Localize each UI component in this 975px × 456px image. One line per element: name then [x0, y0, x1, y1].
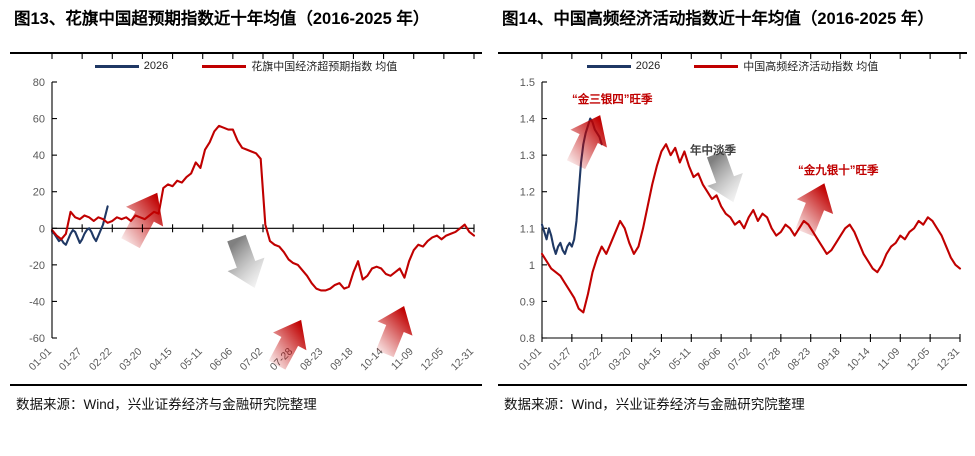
svg-text:07-02: 07-02 [238, 346, 266, 374]
svg-text:05-11: 05-11 [178, 346, 205, 373]
figure-14-plot: 1.5 1.4 1.3 1.2 1.1 1 0.9 0.801-01 01-27 02-22 03-… [517, 54, 963, 374]
figure-13-source: 数据来源：Wind，兴业证券经济与金融研究院整理 [16, 397, 317, 412]
annotation-spring-peak: “金三银四”旺季 [572, 94, 653, 106]
svg-text:12-31: 12-31 [449, 346, 477, 374]
svg-text:1.5: 1.5 [520, 77, 535, 89]
svg-text:04-15: 04-15 [636, 346, 664, 374]
svg-text:20: 20 [33, 187, 45, 199]
legend-swatch-navy [94, 64, 139, 68]
figure-14-title: 图14、中国高频经济活动指数近十年均值（2016-2025 年） [502, 10, 934, 28]
annotation-midyear-slow: 年中淡季 [690, 145, 736, 157]
svg-text:80: 80 [33, 77, 45, 89]
svg-text:08-23: 08-23 [298, 346, 326, 374]
svg-text:-60: -60 [29, 333, 45, 345]
svg-text:08-23: 08-23 [785, 346, 813, 374]
svg-text:06-06: 06-06 [696, 346, 724, 374]
svg-text:01-01: 01-01 [517, 346, 545, 374]
svg-text:0.8: 0.8 [520, 333, 535, 345]
legend-item-2026: 2026 [586, 60, 661, 72]
legend-swatch-navy [586, 64, 631, 68]
svg-text:1.3: 1.3 [520, 150, 535, 162]
svg-text:12-05: 12-05 [905, 346, 933, 374]
svg-text:02-22: 02-22 [87, 346, 115, 374]
svg-text:03-20: 03-20 [606, 346, 634, 374]
figure-14-top-rule [498, 52, 967, 54]
legend-item-2026: 2026 [94, 60, 169, 72]
svg-text:07-28: 07-28 [756, 346, 784, 374]
svg-text:01-27: 01-27 [57, 346, 85, 374]
svg-text:11-09: 11-09 [875, 346, 902, 373]
figure-13-title: 图13、花旗中国超预期指数近十年均值（2016-2025 年） [14, 10, 430, 28]
legend-swatch-red [202, 64, 247, 68]
figure-13-panel: 图13、花旗中国超预期指数近十年均值（2016-2025 年） 2026 花旗中… [10, 10, 482, 412]
legend-label-average: 中国高频经济活动指数 均值 [743, 61, 879, 73]
svg-text:60: 60 [33, 114, 45, 126]
legend-swatch-red [694, 64, 739, 68]
legend-label-2026: 2026 [143, 60, 169, 72]
svg-text:1: 1 [529, 260, 535, 272]
legend-item-average: 中国高频经济活动指数 均值 [694, 58, 878, 74]
svg-text:01-27: 01-27 [547, 346, 575, 374]
svg-text:0: 0 [39, 223, 45, 235]
svg-text:0.9: 0.9 [520, 296, 535, 308]
figure-13-top-rule [10, 52, 482, 54]
svg-text:03-20: 03-20 [117, 346, 145, 374]
annotation-autumn-peak: “金九银十”旺季 [798, 165, 879, 177]
figure-13-bottom-rule [10, 384, 482, 386]
svg-text:04-15: 04-15 [147, 346, 175, 374]
svg-text:40: 40 [33, 150, 45, 162]
figure-14-source: 数据来源：Wind，兴业证券经济与金融研究院整理 [504, 397, 805, 412]
legend-item-average: 花旗中国经济超预期指数 均值 [202, 58, 397, 74]
svg-text:09-18: 09-18 [815, 346, 843, 374]
svg-text:-20: -20 [29, 260, 45, 272]
svg-text:01-01: 01-01 [27, 346, 55, 374]
svg-text:05-11: 05-11 [666, 346, 693, 373]
legend-label-average: 花旗中国经济超预期指数 均值 [251, 61, 398, 73]
figure-13-legend: 2026 花旗中国经济超预期指数 均值 [10, 58, 482, 74]
svg-text:10-14: 10-14 [845, 346, 873, 374]
figure-14-legend: 2026 中国高频经济活动指数 均值 [498, 58, 967, 74]
svg-text:02-22: 02-22 [576, 346, 604, 374]
svg-text:1.2: 1.2 [520, 187, 535, 199]
legend-label-2026: 2026 [635, 60, 661, 72]
svg-text:-40: -40 [29, 296, 45, 308]
svg-text:1.4: 1.4 [520, 114, 535, 126]
figure-13-chart: 2026 花旗中国经济超预期指数 均值 80 60 40 20 0 -20 -40 -60 01… [10, 54, 482, 384]
svg-text:07-02: 07-02 [726, 346, 754, 374]
svg-text:12-31: 12-31 [935, 346, 963, 374]
figure-14-chart: 2026 中国高频经济活动指数 均值 1.5 1.4 1.3 1.2 1.1 1 0.9 0.… [498, 54, 967, 384]
svg-text:06-06: 06-06 [208, 346, 236, 374]
figure-14-panel: 图14、中国高频经济活动指数近十年均值（2016-2025 年） 2026 中国… [490, 0, 975, 456]
svg-text:1.1: 1.1 [520, 223, 535, 235]
figure-14-bottom-rule [498, 384, 967, 386]
svg-text:09-18: 09-18 [328, 346, 356, 374]
svg-text:12-05: 12-05 [419, 346, 447, 374]
